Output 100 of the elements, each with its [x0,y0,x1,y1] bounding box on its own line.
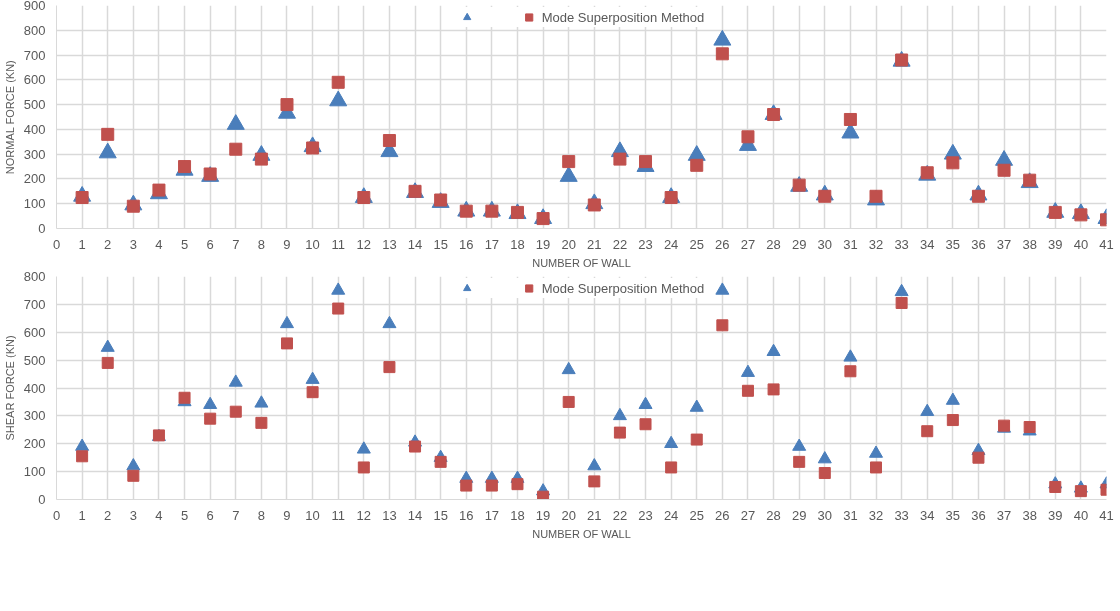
x-tick-label: 17 [484,236,500,252]
x-tick-label: 8 [257,236,265,252]
x-tick-label: 13 [382,507,397,523]
y-tick-label: 300 [23,146,46,162]
x-tick-label: 22 [612,507,628,523]
y-tick-label: 700 [23,47,46,63]
x-tick-label: 34 [920,236,935,252]
x-tick-label: 9 [283,236,291,252]
x-tick-label: 29 [791,236,807,252]
x-tick-label: 9 [283,507,291,523]
y-tick-label: 500 [23,97,46,113]
x-tick-label: 4 [155,236,163,252]
y-tick-label: 200 [23,436,46,452]
x-tick-label: 5 [180,507,189,523]
y-axis-title: NORMAL FORCE (KN) [3,60,16,175]
legend-label: Mode Superposition Method [541,280,705,296]
x-tick-label: 35 [945,507,961,523]
x-tick-label: 35 [945,236,961,252]
x-tick-label: 2 [104,236,112,252]
x-tick-label: 10 [305,507,320,523]
x-tick-label: 32 [868,507,884,523]
x-tick-label: 30 [817,236,833,252]
x-tick-label: 20 [561,236,576,252]
x-tick-label: 40 [1073,507,1089,523]
x-tick-label: 13 [382,236,397,252]
x-tick-label: 18 [510,507,525,523]
x-tick-label: 15 [433,236,448,252]
x-tick-label: 15 [433,507,448,523]
x-tick-label: 29 [791,507,807,523]
x-tick-label: 19 [535,507,551,523]
x-tick-label: 22 [612,236,628,252]
y-tick-label: 400 [23,121,46,137]
x-tick-label: 0 [52,507,61,523]
x-tick-label: 37 [996,507,1012,523]
x-tick-label: 4 [155,507,163,523]
x-tick-label: 18 [510,236,525,252]
x-tick-label: 12 [356,236,372,252]
y-tick-label: 100 [23,464,46,480]
y-tick-label: 0 [38,221,46,236]
y-tick-label: 500 [23,352,46,368]
x-tick-label: 26 [715,507,730,523]
x-tick-label: 3 [129,236,137,252]
x-tick-label: 41 [1099,507,1114,523]
x-tick-label: 25 [689,507,704,523]
x-tick-label: 39 [1048,507,1063,523]
x-tick-label: 28 [766,236,781,252]
x-tick-label: 36 [971,236,986,252]
x-tick-label: 31 [843,236,858,252]
y-tick-label: 0 [38,492,46,507]
legend-label: Mode Superposition Method [541,9,705,25]
x-tick-label: 11 [331,507,345,523]
y-axis-title: SHEAR FORCE (KN) [3,335,16,441]
x-tick-label: 24 [663,507,679,523]
x-tick-label: 25 [689,236,704,252]
x-tick-label: 34 [920,507,935,523]
y-tick-label: 900 [23,0,46,13]
x-tick-label: 28 [766,507,781,523]
x-tick-label: 10 [305,236,320,252]
y-tick-label: 600 [23,72,46,88]
x-tick-label: 16 [459,236,474,252]
y-tick-label: 700 [23,296,46,312]
x-axis-title: NUMBER OF WALL [532,527,631,540]
x-tick-label: 36 [971,507,986,523]
x-tick-label: 30 [817,507,833,523]
x-axis-title: NUMBER OF WALL [532,256,631,269]
x-tick-label: 27 [740,507,756,523]
x-tick-label: 31 [843,507,858,523]
x-tick-label: 21 [587,236,602,252]
y-tick-label: 300 [23,408,46,424]
x-tick-label: 40 [1073,236,1089,252]
x-tick-label: 39 [1048,236,1063,252]
x-tick-label: 33 [894,507,909,523]
y-tick-label: 400 [23,380,46,396]
x-tick-label: 23 [638,236,653,252]
x-tick-label: 37 [996,236,1012,252]
x-tick-label: 11 [331,236,345,252]
y-tick-label: 100 [23,196,46,212]
x-tick-label: 24 [663,236,679,252]
y-tick-label: 800 [23,269,46,284]
x-tick-label: 19 [535,236,551,252]
x-tick-label: 7 [232,236,240,252]
x-tick-label: 17 [484,507,500,523]
x-tick-label: 14 [407,236,423,252]
x-tick-label: 1 [78,507,86,523]
x-tick-label: 38 [1022,236,1037,252]
x-tick-label: 23 [638,507,653,523]
x-tick-label: 41 [1099,236,1114,252]
y-tick-label: 600 [23,324,46,340]
x-tick-label: 0 [52,236,61,252]
x-tick-label: 16 [459,507,474,523]
y-tick-label: 200 [23,171,46,187]
x-tick-label: 32 [868,236,884,252]
x-tick-label: 27 [740,236,756,252]
x-tick-label: 14 [407,507,423,523]
x-tick-label: 7 [232,507,240,523]
x-tick-label: 1 [78,236,86,252]
x-tick-label: 8 [257,507,265,523]
x-tick-label: 2 [104,507,112,523]
x-tick-label: 33 [894,236,909,252]
x-tick-label: 5 [180,236,189,252]
